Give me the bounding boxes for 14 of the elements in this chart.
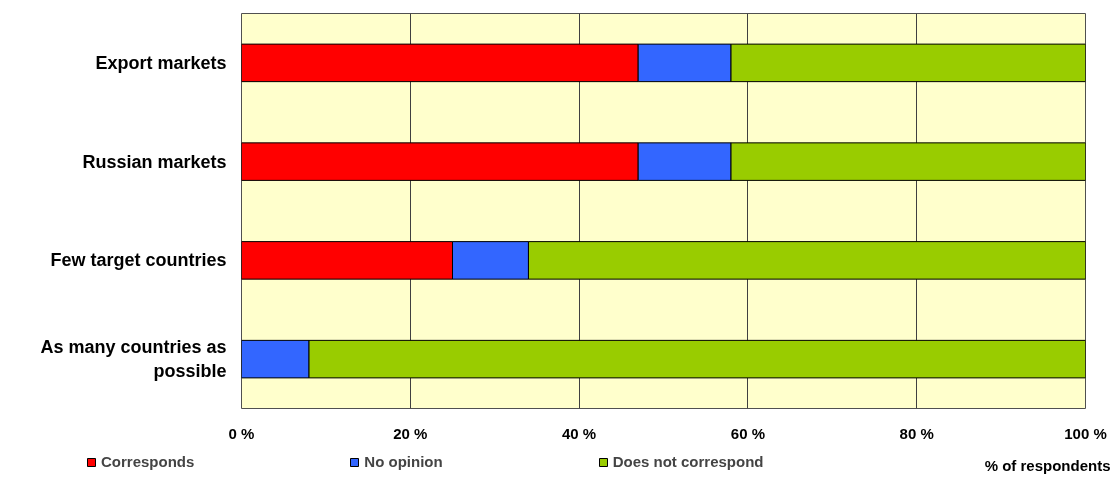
x-tick-label: 60 % [730,424,766,442]
x-tick-label: 100 % [1064,424,1107,442]
y-tick-label: Export markets [95,52,227,73]
x-tick-label: 40 % [562,424,597,442]
x-tick-label: 0 % [228,424,255,442]
y-tick-label: As many countries as possible [40,337,227,382]
legend-label: No opinion [364,453,443,470]
legend-label: Does not correspond [612,453,764,470]
x-tick-label: 20 % [393,424,428,442]
x-tick-label: 80 % [899,424,934,442]
legend-label: Corresponds [101,453,195,470]
y-tick-label: Few target countries [50,250,227,271]
x-axis-title: % of respondents [984,457,1111,474]
y-tick-label: Russian markets [82,151,227,172]
